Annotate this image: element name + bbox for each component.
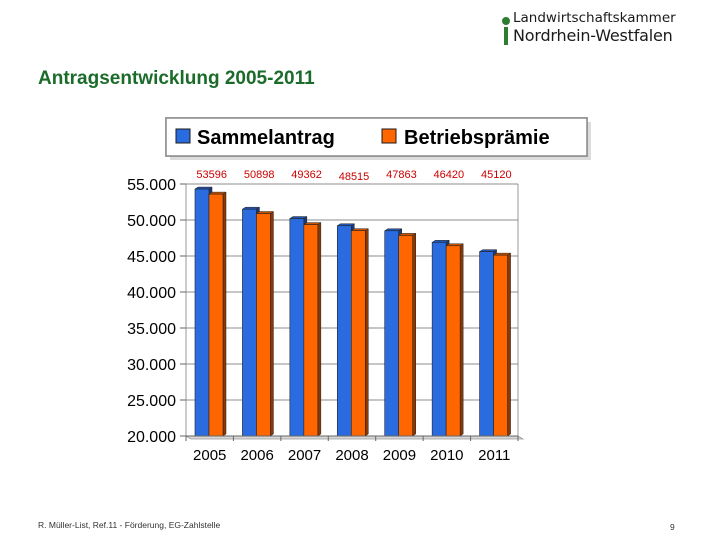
bar [493, 254, 508, 437]
bar-top [350, 228, 370, 231]
y-tick-label: 25.000 [127, 393, 176, 410]
bar [336, 225, 352, 437]
bar-side [459, 243, 464, 437]
logo-dot-icon [502, 17, 510, 25]
footer-author: R. Müller-List, Ref.11 - Förderung, EG-Z… [38, 520, 221, 530]
bar [208, 193, 224, 437]
y-tick-label: 35.000 [127, 321, 176, 338]
x-tick-label: 2011 [478, 447, 510, 464]
bar-side [317, 222, 322, 437]
bar-side [365, 228, 369, 437]
logo: Landwirtschaftskammer Nordrhein-Westfale… [500, 10, 710, 50]
data-label: 47863 [386, 169, 417, 181]
logo-line1: Landwirtschaftskammer [513, 10, 676, 26]
y-tick-label: 40.000 [127, 285, 176, 302]
legend-label-sammelantrag: Sammelantrag [197, 127, 335, 149]
legend-swatch-sammelantrag [175, 128, 191, 144]
bar [445, 245, 461, 437]
bar-side [270, 211, 274, 437]
bar [256, 213, 271, 437]
logo-bar-icon [504, 27, 508, 45]
data-label: 45120 [481, 169, 512, 181]
bar [242, 208, 257, 437]
x-tick-label: 2006 [240, 447, 273, 464]
bar-top [303, 222, 322, 225]
data-label: 46420 [434, 169, 465, 181]
y-tick-label: 55.000 [127, 177, 176, 194]
x-tick-label: 2009 [383, 447, 416, 464]
bar-top [397, 233, 417, 236]
y-tick-label: 30.000 [127, 357, 176, 374]
legend-label-betriebspraemie: Betriebsprämie [404, 127, 550, 149]
x-tick-label: 2008 [335, 447, 368, 464]
data-label: 49362 [291, 169, 322, 181]
bar-side [507, 252, 511, 437]
bar [289, 218, 305, 437]
y-tick-label: 20.000 [127, 429, 176, 446]
data-label: 53596 [196, 169, 227, 181]
bar-side [222, 191, 227, 437]
plot-area: 20.000 25.000 30.000 35.000 40.000 45.000 50.0… [127, 169, 525, 464]
bar [431, 242, 447, 437]
bar [398, 235, 414, 437]
data-label: 48515 [339, 171, 370, 183]
bar-top [336, 223, 356, 227]
logo-line2: Nordrhein-Westfalen [513, 26, 673, 45]
x-tick-label: 2010 [430, 447, 463, 464]
x-tick-label: 2007 [288, 447, 321, 464]
page-title: Antragsentwicklung 2005-2011 [38, 68, 315, 89]
y-tick-label: 45.000 [127, 249, 176, 266]
x-tick-label: 2005 [193, 447, 226, 464]
bar-top [255, 211, 275, 214]
footer-page-number: 9 [670, 522, 675, 532]
bar [303, 224, 319, 437]
bar-top [241, 206, 261, 210]
bar [350, 230, 366, 437]
legend-box-front [165, 117, 588, 157]
data-label: 50898 [244, 169, 275, 181]
bar-side [412, 232, 416, 437]
bar [479, 251, 494, 437]
bar [384, 230, 400, 437]
chart-legend: Sammelantrag Betriebsprämie [165, 117, 591, 160]
bar [194, 188, 210, 437]
legend-swatch-betriebspraemie [381, 128, 397, 144]
y-tick-label: 50.000 [127, 213, 176, 230]
